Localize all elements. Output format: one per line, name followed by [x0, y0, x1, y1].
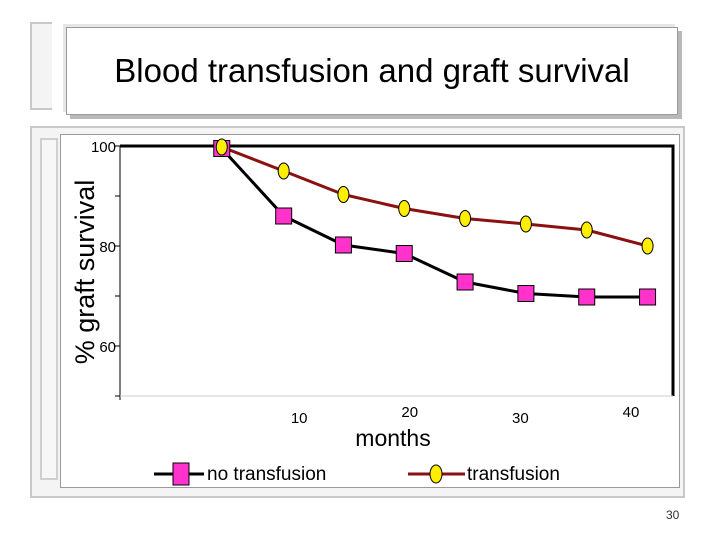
plot-border: [120, 144, 675, 396]
chart-frame-left: [40, 138, 58, 480]
data-point-transfusion: [641, 237, 654, 255]
x-tick-label: 10: [291, 410, 308, 427]
series-line-no-transfusion: [220, 147, 648, 299]
legend-marker-transfusion: [429, 464, 443, 484]
x-tick-label: 40: [623, 404, 640, 421]
data-point-transfusion: [398, 200, 411, 217]
x-tick-label: 30: [512, 410, 529, 427]
y-tick-label: 80: [99, 239, 116, 256]
data-point-transfusion: [580, 221, 593, 239]
title-frame-left: [30, 22, 52, 110]
legend-label-transfusion: transfusion: [467, 464, 560, 485]
data-point-no-transfusion: [517, 285, 535, 302]
slide-number: 30: [666, 508, 680, 522]
x-tick-label: 20: [401, 404, 418, 421]
data-point-transfusion: [277, 162, 290, 180]
chart-panel: [60, 134, 680, 488]
data-point-no-transfusion: [334, 236, 352, 254]
data-point-transfusion: [519, 215, 532, 233]
legend-marker-no-transfusion: [172, 462, 190, 486]
legend: no transfusion transfusion: [154, 462, 560, 486]
y-tick-label: 60: [99, 339, 116, 356]
y-axis-label: % graft survival: [70, 180, 100, 365]
data-point-transfusion: [337, 186, 350, 203]
legend-label-no-transfusion: no transfusion: [207, 464, 326, 485]
y-tick-label: 100: [91, 139, 116, 156]
title-box: Blood transfusion and graft survival: [66, 27, 678, 115]
data-point-no-transfusion: [395, 245, 413, 262]
data-point-transfusion: [459, 210, 472, 227]
data-point-no-transfusion: [639, 288, 657, 306]
data-point-no-transfusion: [578, 288, 596, 306]
slide-title: Blood transfusion and graft survival: [114, 52, 630, 89]
series-line-transfusion: [221, 145, 648, 248]
x-axis-label: months: [355, 425, 430, 451]
data-point-no-transfusion: [275, 207, 293, 225]
data-point-no-transfusion: [456, 273, 474, 291]
data-point-transfusion: [215, 138, 228, 156]
